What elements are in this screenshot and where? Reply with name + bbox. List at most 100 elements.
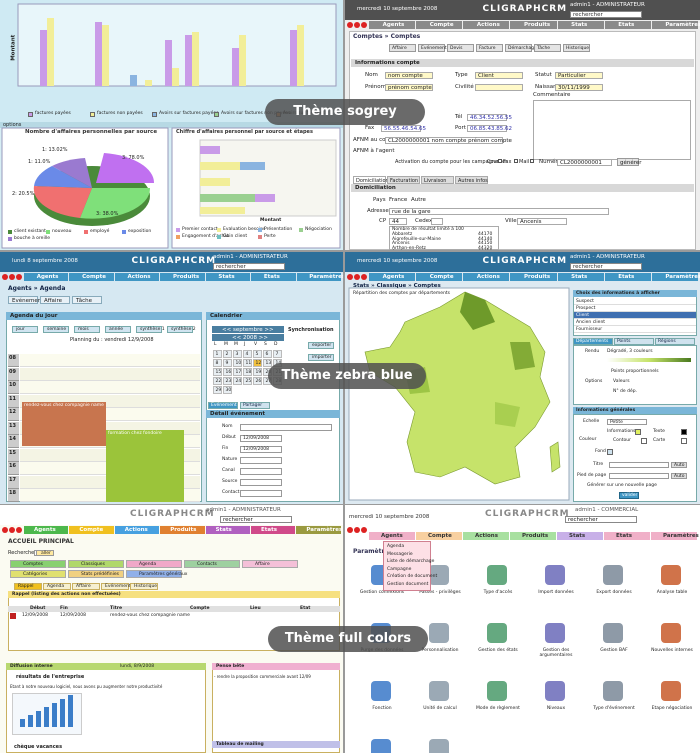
day[interactable]: 13 — [263, 359, 272, 367]
nav-tab[interactable]: Paramètres — [296, 526, 343, 534]
tab[interactable]: Facturation — [387, 176, 420, 184]
tab-label[interactable]: Tâche — [76, 297, 92, 304]
button-label[interactable]: importer — [312, 355, 332, 360]
day-label[interactable]: 22 — [215, 378, 222, 384]
search-box[interactable]: rechercher — [570, 11, 642, 18]
tab-label[interactable]: Affaire — [76, 584, 91, 589]
shortcut-label[interactable]: Agenda — [139, 561, 157, 567]
tab-label[interactable]: Evénement — [105, 584, 131, 589]
nav-tab[interactable]: Stats — [557, 21, 604, 29]
nav-label[interactable]: Stats — [215, 526, 232, 533]
icon[interactable] — [603, 565, 623, 585]
nav-tab[interactable]: Etats — [604, 532, 650, 540]
day-label[interactable]: 26 — [255, 378, 262, 384]
icon[interactable] — [661, 623, 681, 643]
shortcut-label[interactable]: Comptes — [23, 561, 44, 567]
day[interactable]: 26 — [253, 377, 262, 385]
nav-tab[interactable]: Agents — [24, 273, 69, 281]
button-label[interactable]: jour — [16, 327, 25, 332]
day-label[interactable]: 15 — [215, 369, 222, 375]
tool-icon[interactable] — [16, 527, 22, 533]
button-label[interactable]: Facture — [479, 45, 496, 51]
icon-label[interactable]: Fonction — [372, 706, 392, 711]
day-label[interactable]: 4 — [245, 351, 249, 357]
tab[interactable]: Départements — [573, 338, 613, 345]
view-button[interactable]: semaine — [43, 326, 69, 333]
nav-tab[interactable]: Paramètres — [651, 532, 699, 540]
row-icon[interactable] — [10, 613, 16, 619]
tab[interactable]: Historique — [130, 583, 158, 590]
search-box[interactable]: rechercher — [220, 516, 292, 523]
day[interactable]: 4 — [243, 350, 252, 358]
icon-label[interactable]: Gestion des états — [478, 648, 518, 653]
checkbox[interactable] — [530, 159, 534, 163]
day-label[interactable]: 17 — [235, 369, 242, 375]
day[interactable]: 5 — [253, 350, 262, 358]
day[interactable]: 10 — [233, 359, 242, 367]
button[interactable]: aller — [36, 550, 54, 556]
nav-label[interactable]: Stats — [569, 532, 586, 539]
nav-tab[interactable]: Stats — [557, 273, 604, 281]
nav-label[interactable]: Etats — [618, 273, 635, 280]
shortcut-label[interactable]: Catégories — [23, 571, 48, 577]
button-label[interactable]: exporter — [312, 343, 332, 348]
checkbox[interactable] — [498, 159, 502, 163]
day-label[interactable]: 30 — [225, 387, 232, 393]
icon-label[interactable]: Import données — [538, 590, 574, 595]
icon[interactable] — [603, 623, 623, 643]
nav-label[interactable]: Paramètres — [309, 273, 343, 280]
nav-tab[interactable]: Compte — [69, 526, 114, 534]
tab[interactable]: Tâche — [72, 296, 102, 304]
tab[interactable]: Rappel — [14, 583, 42, 590]
search-box[interactable]: rechercher — [213, 263, 285, 270]
day-label[interactable]: 12 — [255, 360, 262, 366]
tab[interactable]: Autres infos — [455, 176, 488, 184]
day-label[interactable]: 1 — [215, 351, 219, 357]
nav-label[interactable]: Paramètres — [665, 21, 700, 28]
day[interactable]: 15 — [213, 368, 222, 376]
nav-tab[interactable]: Produits — [160, 273, 205, 281]
nav-label[interactable]: Produits — [523, 21, 551, 28]
icon-label[interactable]: Niveaux — [546, 706, 566, 711]
action-button[interactable]: Démarchage — [505, 44, 537, 52]
nav-tab[interactable]: Actions — [463, 273, 510, 281]
view-button[interactable]: synthèse 1 — [136, 326, 165, 333]
tool-icon[interactable] — [347, 274, 353, 280]
tool-icon[interactable] — [16, 274, 22, 280]
nav-tab[interactable]: Paramètres — [296, 273, 343, 281]
tab[interactable]: Livraison — [421, 176, 454, 184]
day[interactable]: 2 — [223, 350, 232, 358]
icon-label[interactable]: Nouvelles internes — [651, 648, 693, 653]
button-label[interactable]: synthèse 1 — [140, 327, 165, 332]
shortcut[interactable]: Stats prédéfinies — [68, 570, 124, 578]
nav-label[interactable]: Paramètres — [306, 526, 343, 533]
icon[interactable] — [661, 681, 681, 701]
shortcut[interactable]: Paramètres généraux — [126, 570, 187, 578]
nav-tab[interactable]: Agents — [24, 526, 69, 534]
nav-tab[interactable]: Produits — [160, 526, 205, 534]
button-label[interactable]: semaine — [47, 327, 67, 332]
button-label[interactable]: année — [109, 327, 123, 332]
icon-label[interactable]: Personnalisation — [421, 648, 459, 653]
nav-label[interactable]: Agents — [381, 532, 403, 539]
nav-label[interactable]: Actions — [475, 532, 498, 539]
shortcut-label[interactable]: Classiques — [81, 561, 105, 567]
action-button[interactable]: Facture — [476, 44, 503, 52]
icon[interactable] — [429, 565, 449, 585]
type-row[interactable] — [574, 319, 696, 326]
tool-icon[interactable] — [2, 527, 8, 533]
shortcut[interactable]: Contacts — [184, 560, 240, 568]
button-label[interactable]: Auto — [674, 462, 685, 468]
icon-label[interactable]: Type d'événement — [593, 706, 635, 711]
tab[interactable]: Agenda — [43, 583, 71, 590]
shortcut-label[interactable]: Stats prédéfinies — [81, 571, 119, 577]
day-label[interactable]: 24 — [235, 378, 242, 384]
nav-label[interactable]: Compte — [429, 21, 454, 28]
nav-tab[interactable]: Actions — [114, 273, 160, 281]
type-row[interactable] — [574, 312, 696, 319]
button-label[interactable]: valider — [622, 493, 638, 498]
color-swatch[interactable] — [681, 438, 687, 444]
shortcut-label[interactable]: Contacts — [197, 561, 217, 567]
icon[interactable] — [429, 681, 449, 701]
day[interactable]: 19 — [253, 368, 262, 376]
